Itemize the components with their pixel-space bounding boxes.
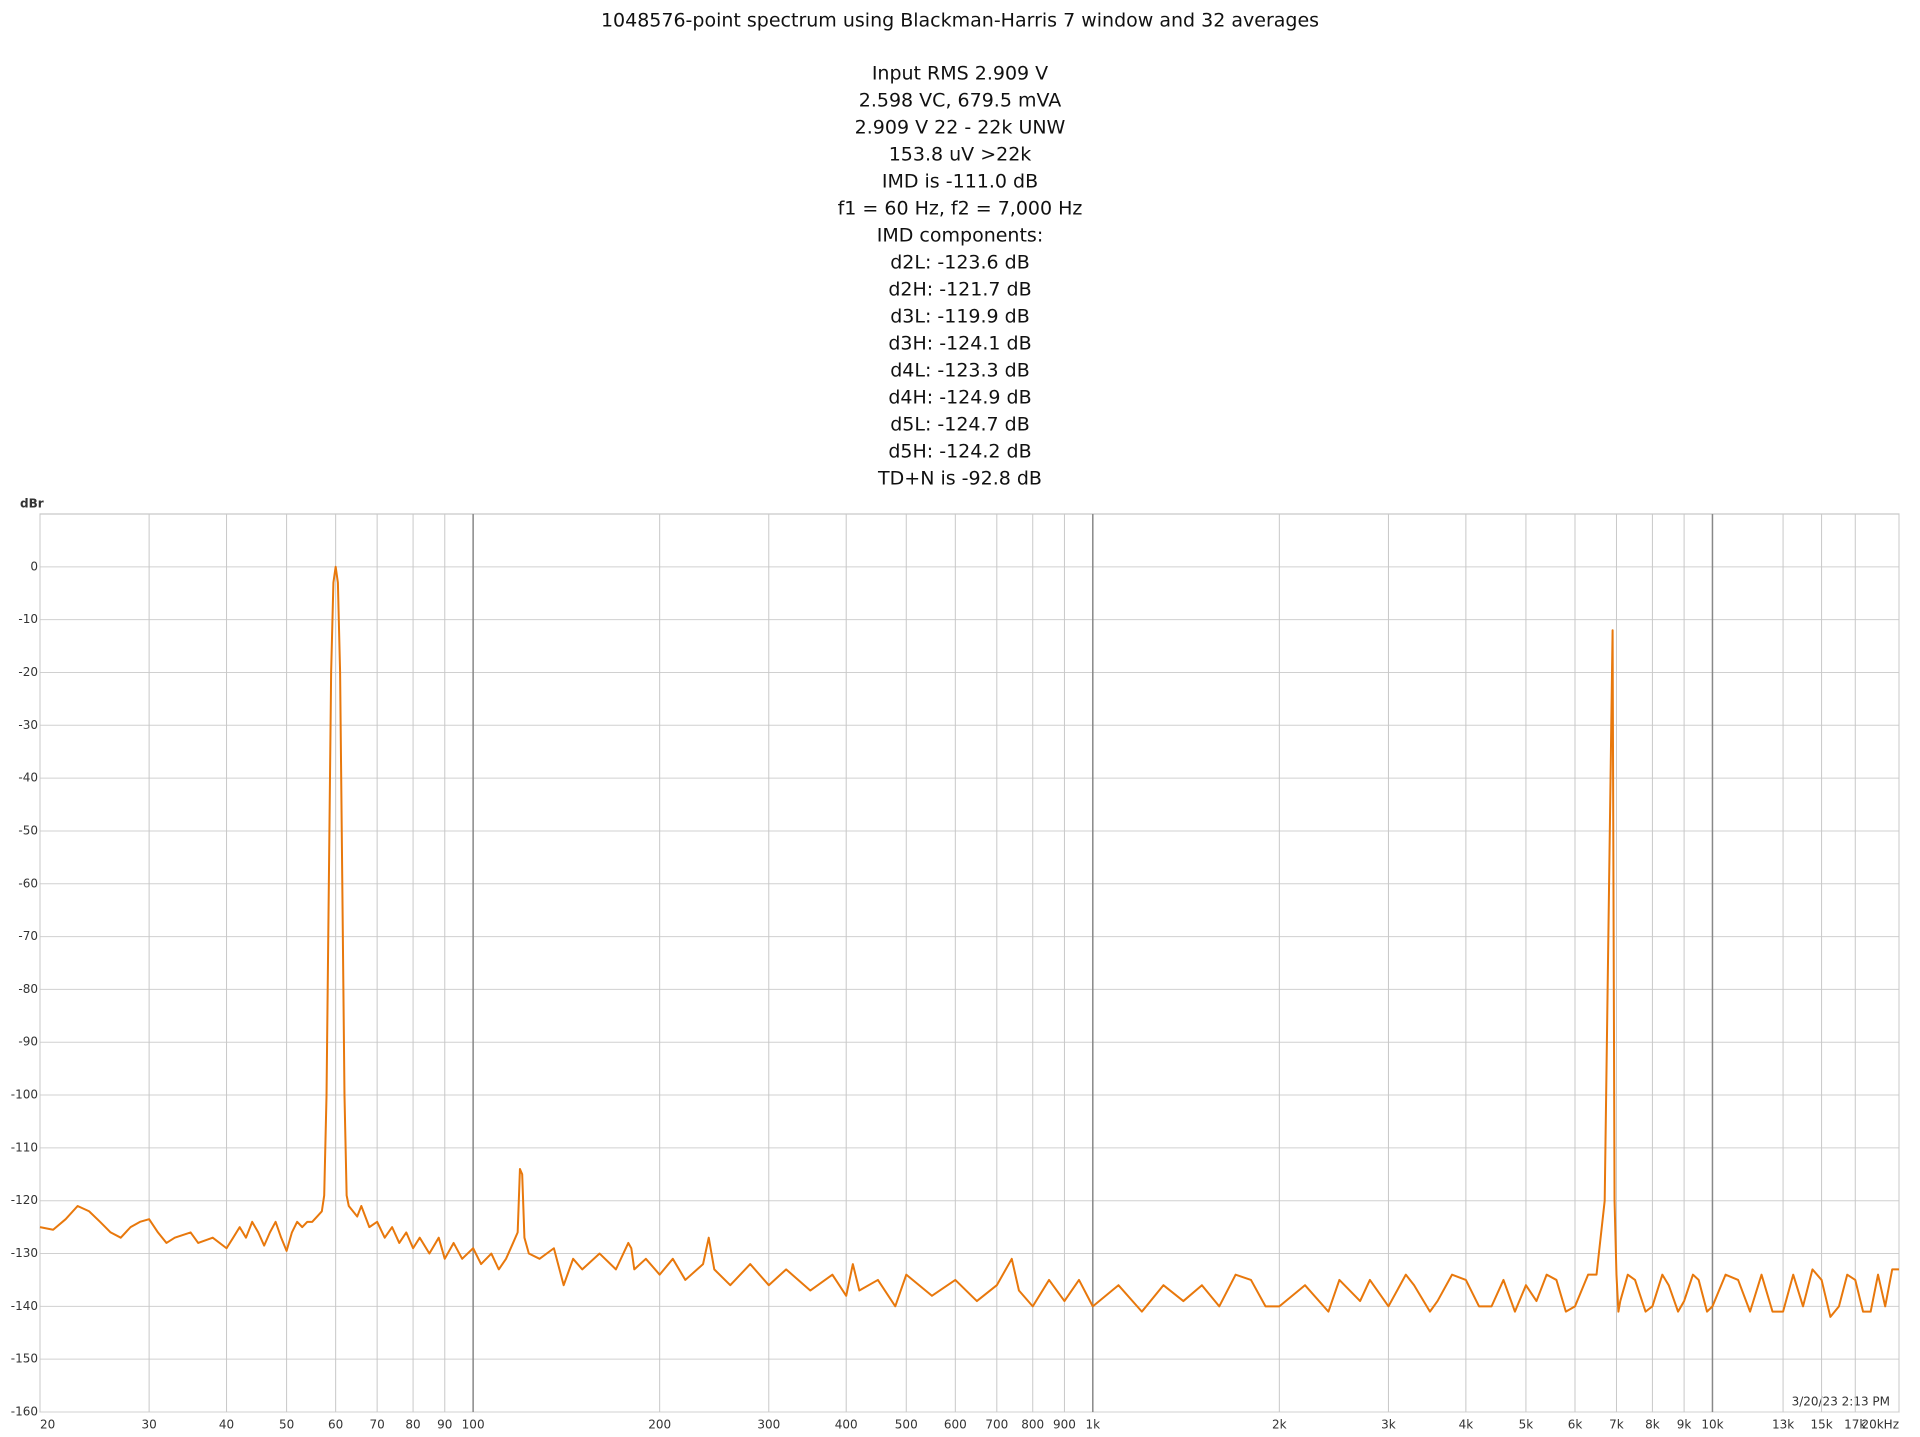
y-tick-label: -70: [18, 929, 38, 943]
x-tick-label: 80: [405, 1418, 420, 1432]
x-tick-label: 900: [1053, 1418, 1076, 1432]
x-tick-label: 3k: [1381, 1418, 1396, 1432]
x-tick-label: 10k: [1701, 1418, 1723, 1432]
x-tick-label: 30: [141, 1418, 156, 1432]
x-tick-label: 500: [895, 1418, 918, 1432]
y-tick-label: -30: [18, 718, 38, 732]
annotation: d4L: -123.3 dB: [890, 360, 1030, 382]
plot-frame: [39, 513, 1900, 1413]
y-tick-label: -130: [11, 1246, 38, 1260]
annotation: d3H: -124.1 dB: [888, 333, 1031, 355]
x-tick-label: 17k: [1844, 1418, 1866, 1432]
x-tick-label: 1k: [1085, 1418, 1100, 1432]
annotation: 2.598 VC, 679.5 mVA: [859, 90, 1062, 112]
x-tick-label: 600: [944, 1418, 967, 1432]
annotation: IMD components:: [877, 225, 1043, 247]
annotation: d5H: -124.2 dB: [888, 441, 1031, 463]
x-tick-label: 9k: [1677, 1418, 1692, 1432]
y-tick-label: -60: [18, 876, 38, 890]
x-tick-label: 70: [370, 1418, 385, 1432]
x-tick-label: 4k: [1459, 1418, 1474, 1432]
annotation: f1 = 60 Hz, f2 = 7,000 Hz: [838, 198, 1083, 220]
annotation: TD+N is -92.8 dB: [877, 468, 1042, 490]
y-tick-label: -40: [18, 771, 38, 785]
x-tick-label: 300: [757, 1418, 780, 1432]
y-tick-label: -10: [18, 612, 38, 626]
y-tick-label: 0: [30, 559, 38, 573]
spectrum-line: [39, 565, 1899, 1318]
x-tick-label: 5k: [1519, 1418, 1534, 1432]
y-tick-label: -100: [11, 1088, 38, 1102]
x-tick-label: 50: [279, 1418, 294, 1432]
x-tick-label: 6k: [1568, 1418, 1583, 1432]
y-tick-label: -120: [11, 1193, 38, 1207]
x-tick-label: 2k: [1272, 1418, 1287, 1432]
y-tick-label: -160: [11, 1405, 38, 1419]
x-tick-label: 90: [437, 1418, 452, 1432]
annotation: IMD is -111.0 dB: [882, 171, 1038, 193]
annotation: d2H: -121.7 dB: [888, 279, 1031, 301]
timestamp: 3/20/23 2:13 PM: [1792, 1395, 1890, 1409]
y-tick-label: -50: [18, 823, 38, 837]
x-tick-label: 13k: [1772, 1418, 1794, 1432]
annotation: 153.8 uV >22k: [889, 144, 1032, 166]
chart-title: 1048576-point spectrum using Blackman-Ha…: [601, 10, 1319, 32]
annotation: d4H: -124.9 dB: [888, 387, 1031, 409]
annotation: d2L: -123.6 dB: [890, 252, 1030, 274]
x-tick-label: 15k: [1810, 1418, 1832, 1432]
x-tick-label: 200: [648, 1418, 671, 1432]
x-tick-label: 400: [835, 1418, 858, 1432]
y-tick-label: -140: [11, 1299, 38, 1313]
x-tick-label: 40: [219, 1418, 234, 1432]
annotation: 2.909 V 22 - 22k UNW: [855, 117, 1066, 139]
annotation: d5L: -124.7 dB: [890, 414, 1030, 436]
annotation: d3L: -119.9 dB: [890, 306, 1030, 328]
x-tick-label: 700: [985, 1418, 1008, 1432]
x-tick-label: 100: [462, 1418, 485, 1432]
y-tick-label: -90: [18, 1035, 38, 1049]
y-tick-label: -150: [11, 1352, 38, 1366]
annotation: Input RMS 2.909 V: [872, 63, 1048, 85]
y-tick-label: -110: [11, 1140, 38, 1154]
x-tick-label: 60: [328, 1418, 343, 1432]
y-tick-label: -20: [18, 665, 38, 679]
x-tick-label: 7k: [1609, 1418, 1624, 1432]
y-tick-label: -80: [18, 982, 38, 996]
x-tick-label: 800: [1021, 1418, 1044, 1432]
y-axis-label: dBr: [20, 497, 44, 511]
x-tick-label: 20: [40, 1418, 55, 1432]
x-tick-label: 8k: [1645, 1418, 1660, 1432]
x-tick-label: 20kHz: [1861, 1418, 1899, 1432]
